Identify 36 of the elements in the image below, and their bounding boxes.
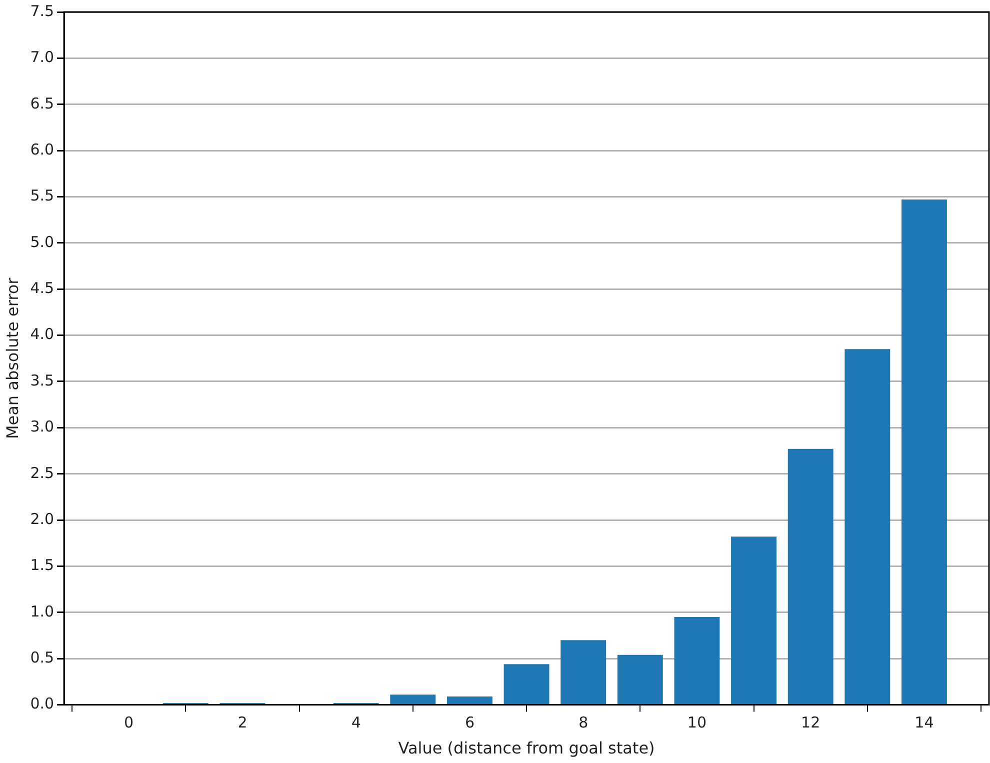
bar	[390, 694, 436, 704]
x-tick-label: 6	[464, 714, 474, 732]
x-tick-label: 12	[801, 714, 820, 732]
y-tick-label: 4.0	[30, 325, 54, 344]
x-tick-label: 0	[124, 714, 134, 732]
x-tick-label: 14	[914, 714, 934, 732]
bar	[844, 349, 890, 704]
bar	[674, 617, 720, 704]
x-tick-label: 4	[351, 714, 361, 732]
y-tick-label: 2.5	[30, 464, 54, 482]
bar	[446, 696, 492, 704]
y-tick-label: 3.0	[30, 418, 54, 436]
y-tick-label: 7.0	[30, 48, 54, 66]
y-tick-label: 7.5	[30, 2, 54, 20]
bar	[902, 200, 947, 704]
y-tick-label: 3.5	[30, 371, 54, 390]
y-tick-label: 5.5	[30, 186, 54, 205]
x-tick-label: 8	[578, 714, 588, 732]
bar	[560, 640, 606, 704]
x-axis-title: Value (distance from goal state)	[398, 738, 655, 758]
y-tick-label: 5.0	[30, 232, 54, 251]
y-axis-title: Mean absolute error	[2, 277, 22, 440]
bar	[617, 654, 663, 704]
y-tick-label: 1.0	[30, 602, 54, 620]
y-tick-label: 4.5	[30, 279, 54, 298]
y-tick-label: 2.0	[30, 510, 54, 528]
y-tick-label: 0.5	[30, 648, 54, 667]
y-tick-label: 1.5	[30, 556, 54, 574]
y-tick-label: 0.0	[30, 694, 54, 713]
bar	[504, 664, 550, 704]
bar	[731, 536, 777, 704]
bar	[788, 448, 834, 704]
y-tick-label: 6.5	[30, 94, 54, 112]
x-tick-label: 10	[687, 714, 707, 732]
x-tick-label: 2	[238, 714, 248, 732]
y-tick-label: 6.0	[30, 140, 54, 158]
